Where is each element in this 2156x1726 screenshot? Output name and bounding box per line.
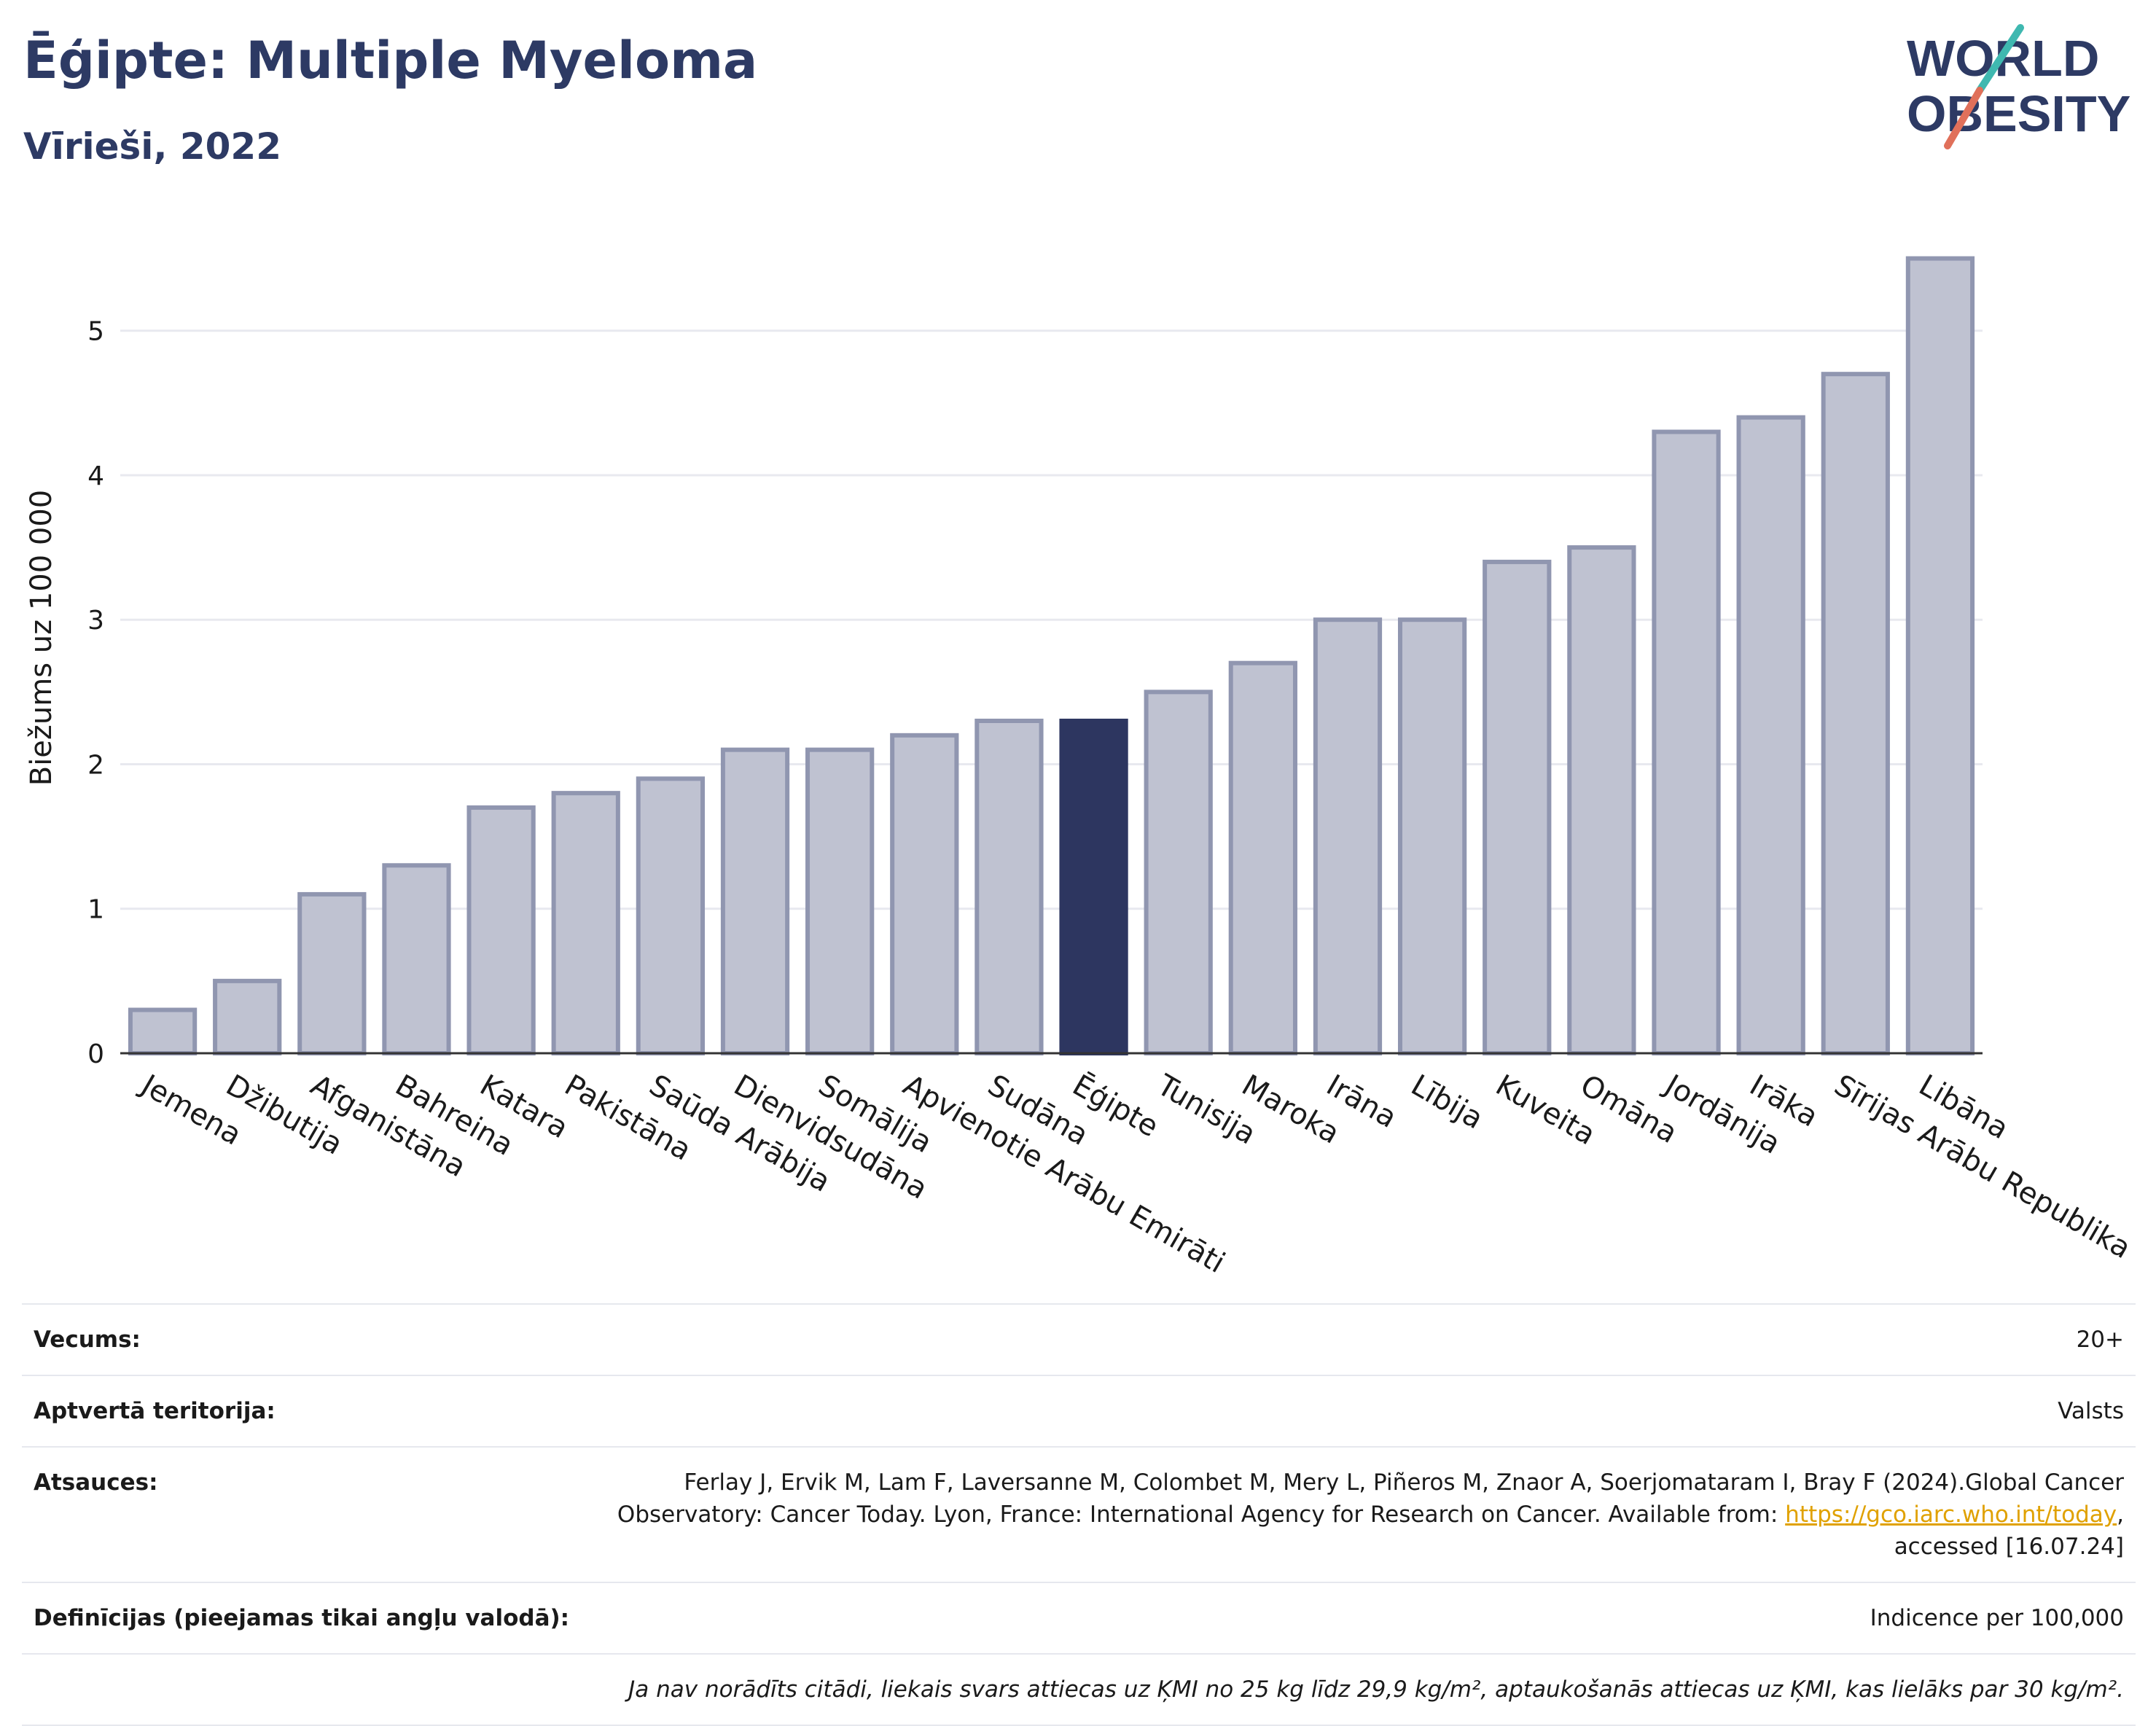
bar-Irāka (1736, 415, 1805, 1055)
bar-Maroka (1228, 660, 1297, 1055)
bars (128, 256, 1975, 1056)
references-link[interactable]: https://gco.iarc.who.int/today (1785, 1502, 2117, 1528)
info-row-age: Vecums: 20+ (22, 1303, 2136, 1375)
world-obesity-logo: WORLD OBESITY (1907, 24, 2130, 149)
y-tick-label: 0 (87, 1039, 104, 1069)
bar-Džibutija (213, 978, 282, 1055)
age-label: Vecums: (34, 1327, 141, 1353)
info-row-references: Atsauces: Ferlay J, Ervik M, Lam F, Lave… (22, 1446, 2136, 1582)
bar-Libāna (1905, 256, 1975, 1056)
bar-chart: 0 1 2 3 4 5 JemenaDžibutijaAfganistānaBahrein… (25, 256, 2136, 1280)
y-tick-label: 4 (87, 461, 104, 491)
bar-Irāna (1313, 617, 1383, 1055)
bar-Ēģipte (1059, 719, 1128, 1055)
info-row-territory: Aptvertā teritorija: Valsts (22, 1375, 2136, 1446)
bar-Saūda Arābija (636, 776, 706, 1055)
bar-Somālija (805, 747, 875, 1056)
bar-Afganistāna (297, 891, 367, 1056)
bar-Bahreina (382, 863, 451, 1055)
x-tick-labels: JemenaDžibutijaAfganistānaBahreinaKatara… (133, 1067, 2136, 1280)
references-value: Ferlay J, Ervik M, Lam F, Laversanne M, … (593, 1467, 2124, 1563)
info-row-definitions: Definīcijas (pieejamas tikai angļu valod… (22, 1582, 2136, 1653)
bar-Lībija (1397, 617, 1467, 1055)
references-label: Atsauces: (34, 1469, 158, 1496)
bar-Jemena (128, 1007, 198, 1055)
y-tick-label: 2 (87, 750, 104, 780)
bar-Katara (466, 805, 536, 1056)
definition-note: Ja nav norādīts citādi, liekais svars at… (628, 1676, 2124, 1703)
page-title: Ēģipte: Multiple Myeloma (23, 31, 758, 90)
age-value: 20+ (2076, 1327, 2124, 1353)
territory-label: Aptvertā teritorija: (34, 1398, 276, 1424)
bar-Apvienotie Arābu Emirāti (890, 733, 959, 1056)
x-tick-label: Maroka (1236, 1069, 1345, 1151)
bar-Sudāna (975, 719, 1044, 1055)
x-tick-label: Tunisija (1151, 1068, 1262, 1151)
bar-Tunisija (1144, 690, 1213, 1055)
bar-Pakistāna (551, 791, 620, 1056)
definitions-label: Definīcijas (pieejamas tikai angļu valod… (34, 1605, 570, 1631)
info-row-note: Ja nav norādīts citādi, liekais svars at… (22, 1653, 2136, 1726)
bar-Dienvidsudāna (720, 747, 790, 1056)
y-axis-label: Biežums uz 100 000 (25, 490, 58, 786)
bar-Kuveita (1483, 559, 1552, 1055)
y-tick-labels: 0 1 2 3 4 5 (87, 317, 104, 1069)
y-tick-label: 3 (87, 606, 104, 636)
references-text: Ferlay J, Ervik M, Lam F, Laversanne M, … (617, 1469, 2124, 1528)
territory-value: Valsts (2058, 1398, 2124, 1424)
y-tick-label: 5 (87, 317, 104, 347)
definitions-value: Indicence per 100,000 (1870, 1605, 2124, 1631)
page-subtitle: Vīrieši, 2022 (23, 125, 282, 168)
bar-Sīrijas Arābu Republika (1821, 372, 1890, 1055)
bar-Omāna (1567, 545, 1636, 1055)
y-tick-label: 1 (87, 895, 104, 925)
logo-line2: OBESITY (1907, 85, 2130, 142)
info-table: Vecums: 20+ Aptvertā teritorija: Valsts … (22, 1303, 2136, 1726)
x-tick-label: Lībija (1405, 1069, 1488, 1136)
bar-Jordānija (1652, 429, 1721, 1055)
references-accessed: , accessed [16.07.24] (1894, 1502, 2124, 1560)
